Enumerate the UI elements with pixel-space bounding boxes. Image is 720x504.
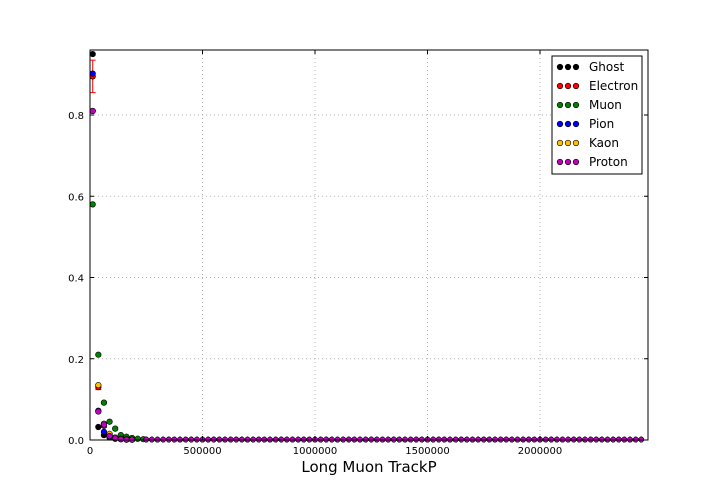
legend-label: Proton bbox=[589, 155, 628, 169]
y-tick-label: 0.6 bbox=[68, 192, 84, 203]
legend-marker bbox=[564, 120, 572, 128]
legend-marker bbox=[564, 82, 572, 90]
data-point-muon bbox=[95, 351, 102, 358]
legend-marker bbox=[564, 63, 572, 71]
legend-label: Pion bbox=[589, 117, 614, 131]
legend-entry-ghost: Ghost bbox=[556, 60, 624, 74]
legend-marker bbox=[556, 63, 564, 71]
data-point-proton bbox=[95, 408, 102, 415]
legend-label: Electron bbox=[589, 79, 638, 93]
legend-label: Ghost bbox=[589, 60, 624, 74]
legend-label: Muon bbox=[589, 98, 622, 112]
data-point-muon bbox=[134, 435, 141, 442]
legend-marker bbox=[556, 158, 564, 166]
legend-marker bbox=[572, 63, 580, 71]
legend-box bbox=[551, 55, 643, 175]
data-point-proton bbox=[89, 107, 96, 115]
y-tick-label: 0.2 bbox=[68, 355, 84, 366]
data-point-muon bbox=[89, 201, 96, 208]
legend-marker bbox=[556, 82, 564, 90]
legend: Ghost Electron Muon Pion Kaon Proton bbox=[551, 55, 643, 175]
data-point-kaon bbox=[95, 382, 102, 389]
x-tick-label: 2000000 bbox=[518, 446, 563, 457]
legend-marker bbox=[572, 139, 580, 147]
x-tick-label: 500000 bbox=[183, 446, 221, 457]
y-tick-label: 0.4 bbox=[68, 274, 84, 285]
legend-entry-kaon: Kaon bbox=[556, 136, 619, 150]
data-point-ghost bbox=[89, 50, 96, 58]
axis-ticks: 0 500000 1000000 1500000 2000000 0.0 0.2 0.4 0.6… bbox=[68, 50, 648, 457]
legend-marker bbox=[564, 158, 572, 166]
legend-marker bbox=[572, 158, 580, 166]
plot-frame bbox=[89, 49, 649, 441]
legend-marker bbox=[564, 139, 572, 147]
legend-marker bbox=[556, 101, 564, 109]
data-point-ghost bbox=[95, 423, 102, 431]
data-point-proton bbox=[100, 421, 108, 428]
legend-entry-electron: Electron bbox=[556, 79, 638, 93]
data-point-muon bbox=[112, 425, 119, 432]
data-point-pion bbox=[100, 428, 108, 435]
x-tick-label: 1000000 bbox=[293, 446, 338, 457]
legend-marker bbox=[572, 120, 580, 128]
data-point-pion bbox=[89, 70, 96, 77]
series-proton bbox=[89, 107, 136, 443]
data-point-muon bbox=[100, 399, 108, 406]
x-tick-label: 0 bbox=[87, 446, 93, 457]
legend-marker bbox=[564, 101, 572, 109]
legend-label: Kaon bbox=[589, 136, 619, 150]
legend-marker bbox=[556, 120, 564, 128]
data-point-proton bbox=[106, 432, 113, 440]
legend-entry-proton: Proton bbox=[556, 155, 628, 169]
data-point-proton bbox=[117, 436, 124, 443]
x-tick-label: 1500000 bbox=[405, 446, 450, 457]
legend-entry-pion: Pion bbox=[556, 117, 614, 131]
data-point-muon bbox=[106, 418, 113, 425]
legend-entry-muon: Muon bbox=[556, 98, 622, 112]
legend-marker bbox=[572, 82, 580, 90]
legend-marker bbox=[556, 139, 564, 147]
y-tick-label: 0.8 bbox=[68, 111, 84, 122]
x-axis-label: Long Muon TrackP bbox=[301, 458, 436, 476]
legend-marker bbox=[572, 101, 580, 109]
grid bbox=[90, 50, 648, 440]
y-tick-label: 0.0 bbox=[68, 436, 84, 447]
